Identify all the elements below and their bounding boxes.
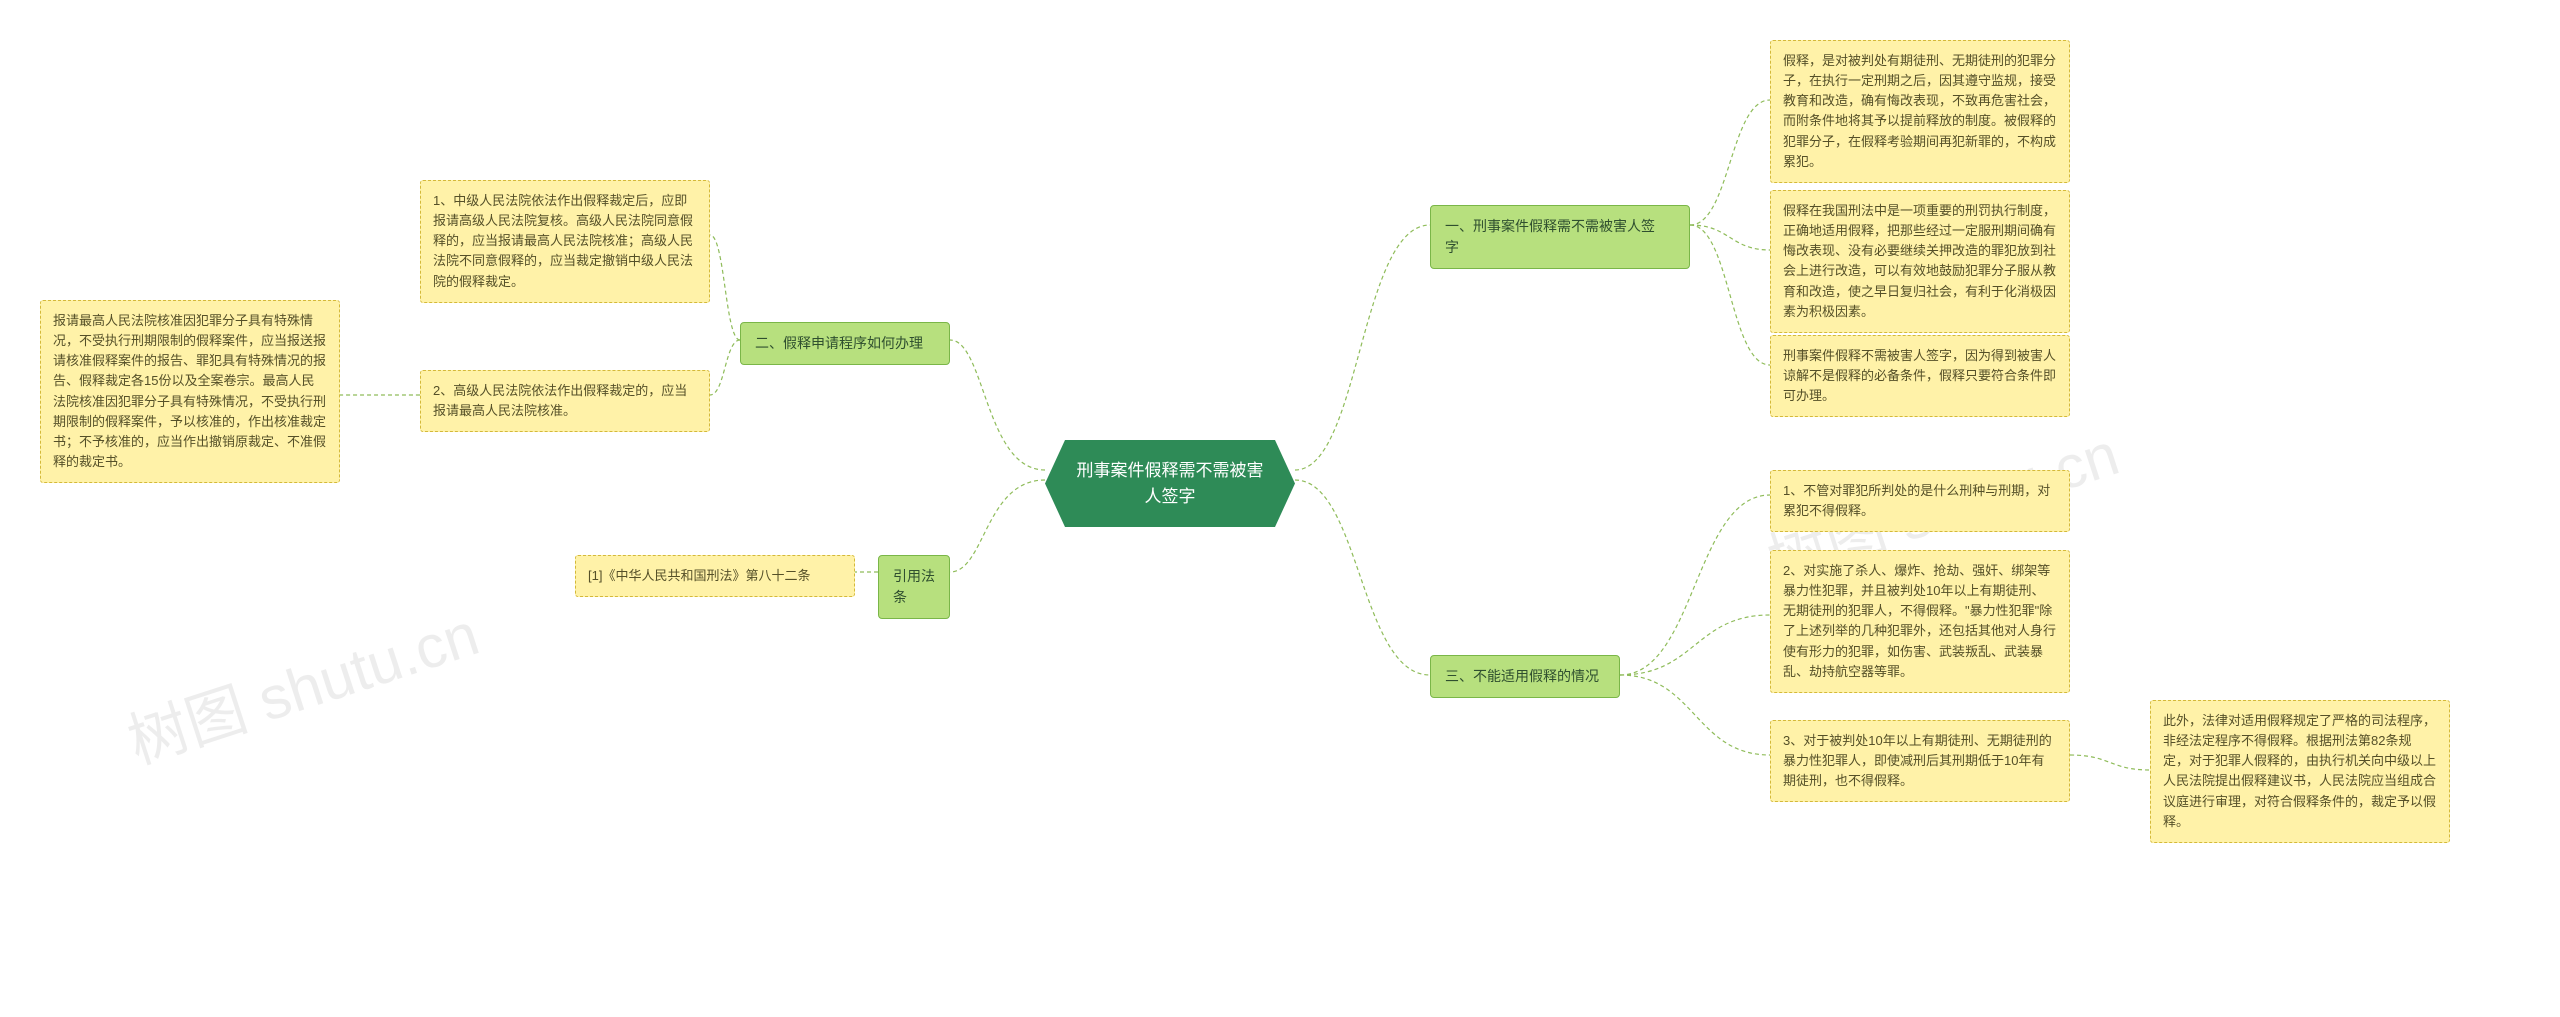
leaf-b2-2-extra: 报请最高人民法院核准因犯罪分子具有特殊情况，不受执行刑期限制的假释案件，应当报送… (40, 300, 340, 483)
leaf-b3-3-extra: 此外，法律对适用假释规定了严格的司法程序，非经法定程序不得假释。根据刑法第82条… (2150, 700, 2450, 843)
leaf-b2-2: 2、高级人民法院依法作出假释裁定的，应当报请最高人民法院核准。 (420, 370, 710, 432)
leaf-b1-1: 假释，是对被判处有期徒刑、无期徒刑的犯罪分子，在执行一定刑期之后，因其遵守监规，… (1770, 40, 2070, 183)
branch-1-line1: 一、刑事案件假释需不需被害人签 (1445, 216, 1675, 237)
branch-2: 二、假释申请程序如何办理 (740, 322, 950, 365)
root-line2: 人签字 (1067, 484, 1273, 510)
branch-1: 一、刑事案件假释需不需被害人签 字 (1430, 205, 1690, 269)
leaf-cite: [1]《中华人民共和国刑法》第八十二条 (575, 555, 855, 597)
leaf-b3-1: 1、不管对罪犯所判处的是什么刑种与刑期，对累犯不得假释。 (1770, 470, 2070, 532)
root-line1: 刑事案件假释需不需被害 (1067, 458, 1273, 484)
root-node: 刑事案件假释需不需被害 人签字 (1045, 440, 1295, 527)
leaf-b3-3: 3、对于被判处10年以上有期徒刑、无期徒刑的暴力性犯罪人，即使减刑后其刑期低于1… (1770, 720, 2070, 802)
leaf-b1-2: 假释在我国刑法中是一项重要的刑罚执行制度，正确地适用假释，把那些经过一定服刑期间… (1770, 190, 2070, 333)
branch-3: 三、不能适用假释的情况 (1430, 655, 1620, 698)
leaf-b1-3: 刑事案件假释不需被害人签字，因为得到被害人谅解不是假释的必备条件，假释只要符合条… (1770, 335, 2070, 417)
leaf-b3-2: 2、对实施了杀人、爆炸、抢劫、强奸、绑架等暴力性犯罪，并且被判处10年以上有期徒… (1770, 550, 2070, 693)
watermark-left: 树图 shutu.cn (115, 586, 488, 781)
branch-1-line2: 字 (1445, 237, 1675, 258)
leaf-b2-1: 1、中级人民法院依法作出假释裁定后，应即报请高级人民法院复核。高级人民法院同意假… (420, 180, 710, 303)
branch-cite: 引用法条 (878, 555, 950, 619)
